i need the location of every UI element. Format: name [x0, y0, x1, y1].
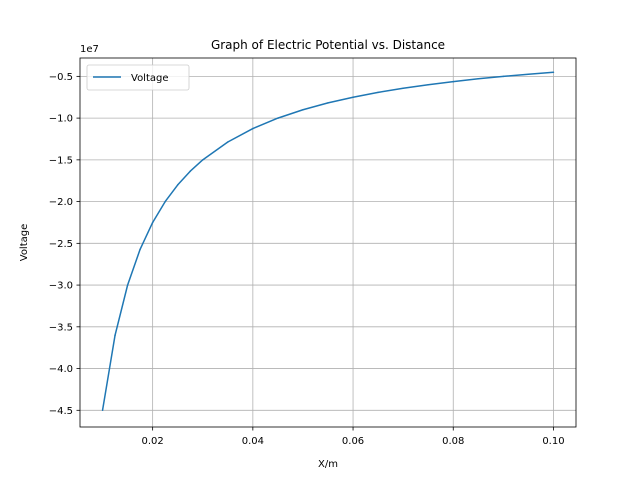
- chart-title: Graph of Electric Potential vs. Distance: [211, 38, 445, 52]
- data-point: [277, 117, 279, 119]
- grid: [80, 58, 576, 427]
- data-point: [427, 83, 429, 86]
- y-tick-label: −1.0: [49, 114, 73, 125]
- legend: Voltage: [86, 64, 190, 91]
- data-point: [477, 78, 480, 80]
- data-point: [502, 75, 505, 78]
- data-point: [202, 159, 204, 161]
- y-tick-label: −2.5: [49, 239, 73, 250]
- data-point: [377, 91, 379, 94]
- data-point: [227, 141, 229, 143]
- data-point: [402, 87, 404, 90]
- data-point: [151, 221, 154, 224]
- x-tick-label: 0.10: [542, 436, 564, 447]
- x-tick-label: 0.06: [342, 436, 364, 447]
- y-tick-label: −4.0: [49, 364, 73, 375]
- y-tick-label: −3.5: [49, 322, 73, 333]
- series-line-voltage: [101, 71, 554, 411]
- data-point: [126, 284, 129, 286]
- data-point: [302, 109, 304, 111]
- x-tick-label: 0.04: [242, 436, 264, 447]
- data-point: [552, 71, 555, 73]
- series-layer: [101, 71, 555, 412]
- y-offset-label: 1e7: [80, 44, 99, 55]
- y-tick-label: −1.5: [49, 155, 73, 166]
- legend-box: [86, 64, 190, 91]
- data-point: [527, 73, 530, 75]
- plot-frame: [79, 57, 577, 428]
- ticks: 0.02 0.04 0.06 0.08 0.10 −0.5 −1.0 −1.5 −2.0 −2.5…: [49, 72, 565, 447]
- data-point: [101, 409, 104, 412]
- data-point: [352, 96, 354, 98]
- data-point: [189, 170, 191, 172]
- data-point: [164, 200, 166, 203]
- y-tick-label: −3.0: [49, 281, 73, 292]
- y-tick-label: −4.5: [49, 406, 73, 417]
- data-point: [176, 184, 179, 186]
- x-axis-label: X/m: [318, 459, 338, 470]
- x-tick-label: 0.08: [442, 436, 464, 447]
- y-tick-label: −0.5: [49, 72, 73, 83]
- data-point: [327, 102, 329, 104]
- legend-label-voltage: Voltage: [131, 73, 169, 84]
- x-tick-label: 0.02: [142, 436, 164, 447]
- data-point: [452, 80, 454, 83]
- y-axis-label: Voltage: [19, 224, 30, 262]
- data-point: [139, 248, 141, 251]
- data-point: [252, 127, 254, 130]
- data-point: [114, 334, 116, 336]
- y-tick-label: −2.0: [49, 197, 73, 208]
